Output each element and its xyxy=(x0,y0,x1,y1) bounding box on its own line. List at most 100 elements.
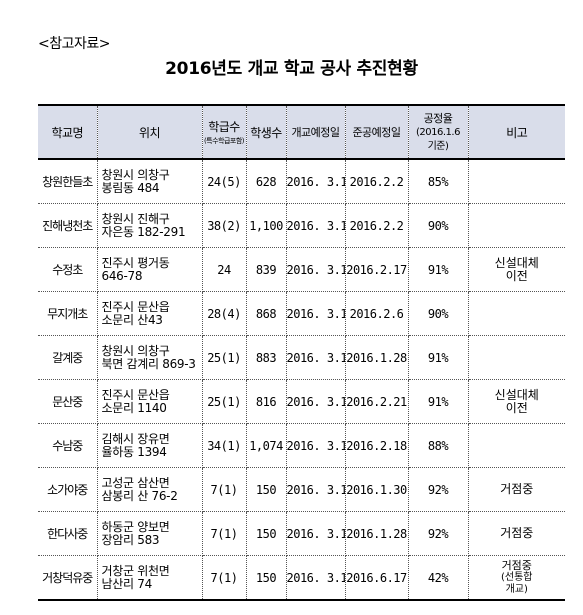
class-count: 25(1) xyxy=(201,335,247,380)
complete-date: 2016.1.28 xyxy=(344,511,409,556)
class-count: 7(1) xyxy=(201,511,247,556)
school-location: 창원시 의창구 북면 감계리 869-3 xyxy=(96,335,203,380)
location-line-2: 북면 감계리 869-3 xyxy=(101,356,196,371)
table-row: 거창덕유중 거창군 위천면 남산리 74 7(1) 150 2016. 3.1 … xyxy=(38,555,565,601)
note-line-3: 개교) xyxy=(505,584,528,595)
open-date: 2016. 3.1 xyxy=(285,511,346,556)
complete-date: 2016.6.17 xyxy=(344,555,409,601)
progress-rate: 91% xyxy=(407,247,469,292)
location-line-1: 진주시 문산읍 xyxy=(101,299,170,314)
note xyxy=(467,158,565,204)
class-count: 28(4) xyxy=(201,291,247,336)
location-line-2: 장암리 583 xyxy=(101,532,160,547)
header-classes: 학급수 (특수학급포함) xyxy=(201,104,247,160)
student-count: 150 xyxy=(245,467,287,512)
table-row: 무지개초 진주시 문산읍 소문리 산43 28(4) 868 2016. 3.1… xyxy=(38,291,565,336)
school-name: 진해냉천초 xyxy=(38,203,98,248)
header-row: 학교명 위치 학급수 (특수학급포함) 학생수 개교예정일 준공예정일 공정율 … xyxy=(38,104,565,160)
student-count: 868 xyxy=(245,291,287,336)
note-line-1: 거점중 xyxy=(500,482,534,496)
header-classes-sub: (특수학급포함) xyxy=(203,137,245,145)
school-location: 고성군 삼산면 삼봉리 산 76-2 xyxy=(96,467,203,512)
progress-rate: 85% xyxy=(407,158,469,204)
complete-date: 2016.1.28 xyxy=(344,335,409,380)
table-row: 갈계중 창원시 의창구 북면 감계리 869-3 25(1) 883 2016.… xyxy=(38,335,565,380)
location-line-2: 율하동 1394 xyxy=(101,444,167,459)
school-name: 창원한들초 xyxy=(38,158,98,204)
note: 거점중 xyxy=(467,467,565,512)
note xyxy=(467,423,565,468)
header-open-plan: 개교예정일 xyxy=(285,104,346,160)
class-count: 24(5) xyxy=(201,158,247,204)
school-name: 수정초 xyxy=(38,247,98,292)
school-name: 한다사중 xyxy=(38,511,98,556)
class-count: 7(1) xyxy=(201,555,247,601)
complete-date: 2016.2.6 xyxy=(344,291,409,336)
location-line-2: 자은동 182-291 xyxy=(101,224,186,239)
header-progress: 공정율 (2016.1.6 기준) xyxy=(407,104,469,160)
note xyxy=(467,291,565,336)
location-line-1: 창원시 의창구 xyxy=(101,167,170,182)
school-name: 소가야중 xyxy=(38,467,98,512)
student-count: 628 xyxy=(245,158,287,204)
table-row: 수남중 김해시 장유면 율하동 1394 34(1) 1,074 2016. 3… xyxy=(38,423,565,468)
school-location: 창원시 진해구 자은동 182-291 xyxy=(96,203,203,248)
student-count: 839 xyxy=(245,247,287,292)
open-date: 2016. 3.1 xyxy=(285,423,346,468)
school-name: 수남중 xyxy=(38,423,98,468)
location-line-2: 소문리 1140 xyxy=(101,400,167,415)
progress-rate: 91% xyxy=(407,335,469,380)
open-date: 2016. 3.1 xyxy=(285,379,346,424)
header-note: 비고 xyxy=(467,104,565,160)
open-date: 2016. 3.1 xyxy=(285,203,346,248)
class-count: 24 xyxy=(201,247,247,292)
school-location: 창원시 의창구 봉림동 484 xyxy=(96,158,203,204)
school-location: 진주시 문산읍 소문리 1140 xyxy=(96,379,203,424)
location-line-2: 소문리 산43 xyxy=(101,312,163,327)
progress-rate: 90% xyxy=(407,291,469,336)
school-name: 갈계중 xyxy=(38,335,98,380)
class-count: 7(1) xyxy=(201,467,247,512)
location-line-2: 남산리 74 xyxy=(101,576,153,591)
progress-rate: 92% xyxy=(407,511,469,556)
note-line-2: (선통합 xyxy=(500,572,533,583)
location-line-1: 김해시 장유면 xyxy=(101,431,170,446)
progress-rate: 90% xyxy=(407,203,469,248)
school-location: 김해시 장유면 율하동 1394 xyxy=(96,423,203,468)
school-location: 하동군 양보면 장암리 583 xyxy=(96,511,203,556)
school-location: 거창군 위천면 남산리 74 xyxy=(96,555,203,601)
school-name: 문산중 xyxy=(38,379,98,424)
complete-date: 2016.2.17 xyxy=(344,247,409,292)
open-date: 2016. 3.1 xyxy=(285,158,346,204)
complete-date: 2016.1.30 xyxy=(344,467,409,512)
open-date: 2016. 3.1 xyxy=(285,467,346,512)
student-count: 883 xyxy=(245,335,287,380)
location-line-1: 하동군 양보면 xyxy=(101,519,170,534)
location-line-1: 고성군 삼산면 xyxy=(101,475,170,490)
note-line-2: 이전 xyxy=(505,268,528,283)
open-date: 2016. 3.1 xyxy=(285,247,346,292)
school-location: 진주시 평거동 646-78 xyxy=(96,247,203,292)
location-line-2: 삼봉리 산 76-2 xyxy=(101,488,178,503)
header-students: 학생수 xyxy=(245,104,287,160)
location-line-2: 봉림동 484 xyxy=(101,180,160,195)
reference-tag: <참고자료> xyxy=(38,36,110,52)
note xyxy=(467,335,565,380)
note-line-1: 거점중 xyxy=(501,559,532,572)
document-title: 2016년도 개교 학교 공사 추진현황 xyxy=(165,59,418,79)
complete-date: 2016.2.21 xyxy=(344,379,409,424)
header-school: 학교명 xyxy=(38,104,98,160)
complete-date: 2016.2.2 xyxy=(344,203,409,248)
location-line-1: 진주시 문산읍 xyxy=(101,387,170,402)
location-line-1: 진주시 평거동 xyxy=(101,255,170,270)
complete-date: 2016.2.2 xyxy=(344,158,409,204)
progress-rate: 92% xyxy=(407,467,469,512)
table-row: 진해냉천초 창원시 진해구 자은동 182-291 38(2) 1,100 20… xyxy=(38,203,565,248)
school-name: 거창덕유중 xyxy=(38,555,98,601)
location-line-1: 창원시 진해구 xyxy=(101,211,170,226)
student-count: 816 xyxy=(245,379,287,424)
progress-rate: 42% xyxy=(407,555,469,601)
note-line-1: 거점중 xyxy=(500,526,534,540)
note xyxy=(467,203,565,248)
location-line-1: 창원시 의창구 xyxy=(101,343,170,358)
